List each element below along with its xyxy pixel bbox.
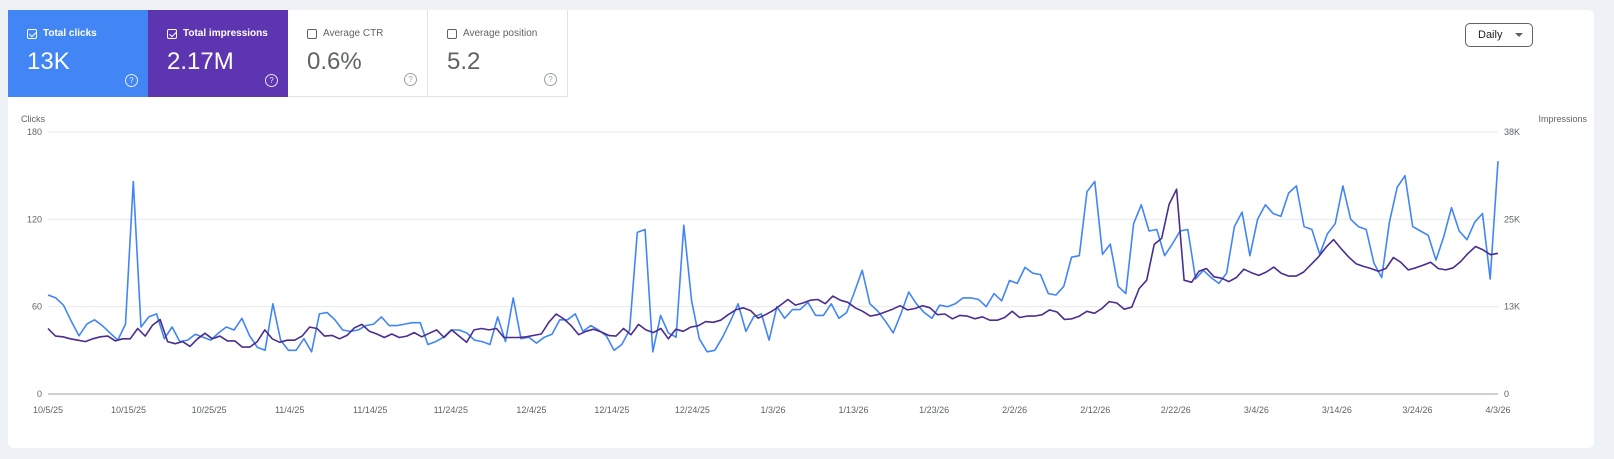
y-left-tick-label: 180 [27,127,42,137]
y-left-tick-label: 60 [32,302,42,312]
metric-value: 5.2 [447,48,481,75]
metric-total-impressions[interactable]: Total impressions 2.17M ? [148,10,288,97]
x-tick-label: 2/22/26 [1161,405,1191,415]
checkbox-icon[interactable] [307,28,317,39]
x-tick-label: 12/14/25 [594,405,629,415]
performance-card: Total clicks 13K ? Total impressions 2.1… [8,10,1594,448]
x-tick-label: 10/15/25 [111,405,146,415]
metric-label: Average position [463,28,538,39]
metric-label: Total clicks [43,28,97,39]
metric-value: 0.6% [307,48,362,75]
checkbox-icon[interactable] [167,28,177,39]
x-tick-label: 1/13/26 [839,405,869,415]
x-tick-label: 4/3/26 [1485,405,1510,415]
y-right-tick-label: 38K [1504,127,1520,137]
metric-total-clicks[interactable]: Total clicks 13K ? [8,10,148,97]
metric-label: Total impressions [183,28,268,39]
y-right-tick-label: 0 [1504,389,1509,399]
x-tick-label: 3/14/26 [1322,405,1352,415]
clicks-series-line [47,161,1499,353]
metric-average-position[interactable]: Average position 5.2 ? [428,10,568,97]
left-axis-title: Clicks [21,114,45,124]
x-tick-label: 3/4/26 [1244,405,1269,415]
x-tick-label: 11/24/25 [434,405,468,415]
x-tick-label: 12/4/25 [516,405,546,415]
metric-tabs: Total clicks 13K ? Total impressions 2.1… [8,10,568,97]
x-tick-label: 12/24/25 [675,405,710,415]
x-tick-label: 3/24/26 [1402,405,1432,415]
metric-value: 2.17M [167,48,234,75]
x-tick-label: 10/25/25 [192,405,227,415]
chevron-down-icon [1515,33,1523,37]
help-icon[interactable]: ? [125,74,138,87]
x-tick-label: 1/23/26 [919,405,949,415]
x-tick-label: 11/14/25 [353,405,387,415]
checkbox-icon[interactable] [447,28,457,39]
y-left-tick-label: 120 [27,214,42,224]
impressions-series-line [47,188,1499,348]
help-icon[interactable]: ? [265,74,278,87]
metric-value: 13K [27,48,70,75]
y-right-tick-label: 13K [1504,302,1520,312]
granularity-select[interactable]: Daily [1465,23,1533,47]
help-icon[interactable]: ? [404,73,417,86]
metric-label: Average CTR [323,28,384,39]
x-tick-label: 11/4/25 [275,405,304,415]
x-tick-label: 10/5/25 [33,405,63,415]
granularity-value: Daily [1478,29,1503,41]
x-tick-label: 2/2/26 [1002,405,1027,415]
x-tick-label: 1/3/26 [760,405,785,415]
help-icon[interactable]: ? [544,73,557,86]
right-axis-title: Impressions [1538,114,1587,124]
metric-average-ctr[interactable]: Average CTR 0.6% ? [288,10,428,97]
performance-chart: 0 0 60 13K 120 25K 180 38K 10/5/25 10/15/25 10/25… [27,127,1520,415]
x-tick-label: 2/12/26 [1080,405,1110,415]
checkbox-icon[interactable] [27,28,37,39]
y-right-tick-label: 25K [1504,214,1520,224]
y-left-tick-label: 0 [37,389,42,399]
